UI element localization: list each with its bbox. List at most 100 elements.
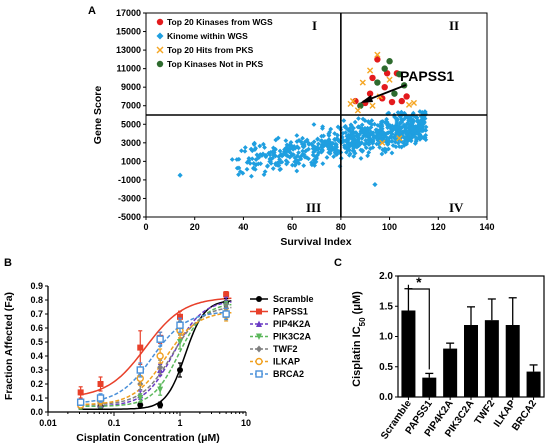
kinome-diamond: [311, 157, 317, 163]
kinome-diamond: [344, 149, 349, 155]
kinome-point-cloud: [177, 109, 429, 188]
y-tick-label: -1000: [118, 175, 141, 185]
kinome-diamond: [335, 132, 340, 138]
kinase-not-in-pks-point: [374, 79, 381, 86]
kinome-diamond: [236, 156, 242, 162]
kinome-diamond: [299, 152, 305, 158]
data-point-scramble: [157, 402, 164, 408]
kinome-diamond: [319, 133, 324, 139]
legend-marker: [256, 320, 262, 327]
kinome-diamond: [251, 161, 257, 166]
kinome-diamond: [294, 133, 300, 138]
kinome-diamond: [351, 133, 357, 139]
legend-marker: [256, 345, 262, 353]
panel-b-axes: 0.0 0.1 0.2 0.3 0.4 0.5 0.6 0.7 0.8 0.9 0.01 0.1 1 10: [30, 281, 251, 428]
kinome-diamond: [310, 152, 316, 158]
kinome-diamond: [389, 134, 394, 140]
fit-curve-ilkap: [79, 311, 232, 406]
y-tick-label: 3000: [121, 138, 141, 148]
kinome-diamond: [370, 145, 376, 150]
kinome-diamond: [262, 145, 267, 150]
kinome-diamond: [301, 144, 306, 150]
kinome-diamond: [396, 134, 402, 139]
kinome-diamond: [420, 116, 426, 122]
panel-a-scatter: A 0 20 40 60 80 100 120 140 17000 15000 13000 11000…: [88, 5, 495, 248]
x-axis-label-cisplatin-concentration: Cisplatin Concentration (μM): [76, 432, 220, 444]
kinome-diamond: [331, 154, 337, 159]
data-point-brca2: [76, 398, 85, 406]
panel-c-bars: ScramblePAPSS1PIP4K2APIK3C2ATWF2ILKAPBRC…: [379, 288, 541, 442]
legend-marker: [256, 308, 262, 315]
kinome-diamond: [326, 137, 332, 142]
y-tick-label: 13000: [116, 45, 141, 55]
y-tick-label: 0.5: [30, 337, 43, 347]
data-point-scramble: [177, 367, 183, 373]
panel-a-letter: A: [88, 5, 96, 17]
panel-b-legend: Scramble PAPSS1 PIP4K2A PIK3C2A TWF2 ILKAP BRC…: [250, 294, 314, 379]
kinome-diamond: [238, 169, 243, 175]
kinome-diamond: [301, 163, 307, 168]
kinome-diamond: [268, 156, 274, 162]
kinome-diamond: [352, 150, 358, 156]
data-point-ilkap: [156, 352, 164, 360]
kinome-diamond: [244, 160, 250, 165]
kinome-diamond: [335, 124, 341, 130]
papss1-callout-label: PAPSS1: [400, 68, 454, 84]
kinome-diamond: [396, 124, 402, 130]
legend-label: Top Kinases Not in PKS: [167, 59, 264, 69]
kinome-diamond: [291, 144, 297, 149]
kinome-diamond: [326, 133, 332, 138]
kinome-diamond: [359, 122, 365, 128]
kinome-diamond: [291, 152, 296, 158]
kinome-diamond: [377, 127, 383, 132]
kinome-diamond: [255, 161, 261, 167]
kinome-diamond: [283, 138, 289, 144]
kinome-diamond: [358, 156, 364, 161]
y-tick-label: 1000: [121, 156, 141, 166]
kinome-diamond: [410, 110, 416, 116]
kinome-diamond: [366, 137, 372, 143]
kinase-not-in-pks-point: [381, 65, 388, 72]
y-tick-label: 11000: [116, 64, 141, 74]
kinome-diamond: [348, 122, 354, 128]
kinome-diamond: [333, 144, 339, 150]
kinase-not-in-pks-point: [357, 102, 364, 109]
kinome-diamond: [423, 124, 429, 130]
fit-curve-brca2: [79, 311, 232, 404]
kinome-diamond: [352, 119, 358, 125]
kinome-diamond: [383, 147, 389, 153]
highlighted-kinases: [347, 51, 418, 146]
kinome-diamond: [328, 126, 334, 132]
kinome-diamond: [400, 117, 406, 123]
kinome-diamond: [324, 155, 330, 160]
kinome-diamond: [318, 144, 324, 150]
pks-hit-x-stroke: [354, 107, 362, 114]
kinome-diamond: [422, 109, 428, 115]
kinome-diamond: [407, 116, 413, 122]
kinome-diamond: [274, 160, 280, 166]
top-wgs-kinase-point: [398, 97, 405, 105]
kinome-diamond: [287, 154, 293, 160]
bar-brca2: [526, 371, 541, 397]
kinome-diamond: [246, 158, 252, 163]
kinome-diamond: [248, 146, 254, 152]
kinome-diamond: [381, 137, 387, 143]
kinome-diamond: [263, 154, 269, 160]
kinome-diamond: [244, 166, 250, 172]
kinome-diamond: [249, 156, 255, 162]
x-tick-label: 60: [287, 222, 297, 232]
kinome-diamond: [262, 169, 268, 174]
kinome-diamond: [364, 129, 370, 135]
y-tick-label: 0.3: [30, 365, 43, 375]
kinome-diamond: [236, 165, 242, 171]
kinome-diamond: [239, 148, 244, 154]
kinome-diamond: [253, 145, 258, 151]
kinome-diamond: [355, 132, 361, 138]
y-tick-label: 15000: [116, 27, 141, 37]
kinome-diamond: [375, 122, 381, 128]
bar-pip4k2a: [443, 348, 458, 397]
data-point-papss1: [97, 381, 104, 387]
panel-a-ticks: 0 20 40 60 80 100 120 140 17000 15000 13000 11000 90…: [116, 8, 495, 232]
bar-scramble: [401, 310, 416, 397]
kinome-diamond: [256, 155, 262, 160]
